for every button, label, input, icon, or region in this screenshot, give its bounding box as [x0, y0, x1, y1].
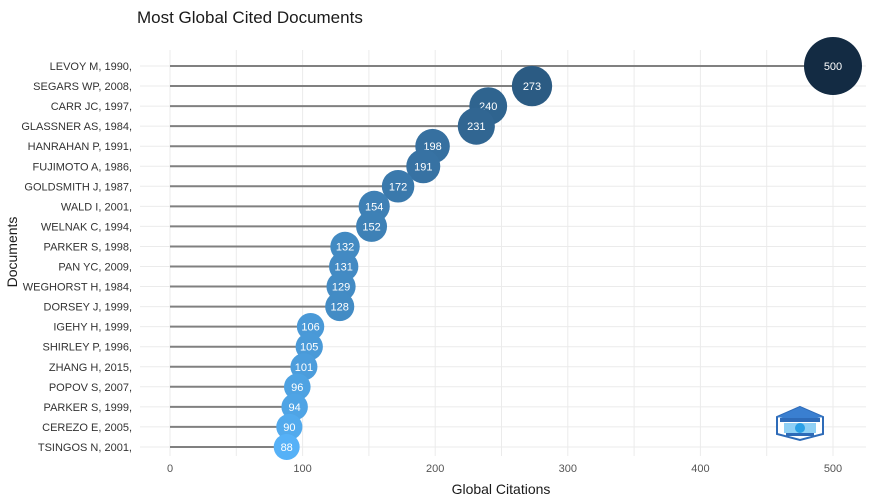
category-label: FUJIMOTO A, 1986, [33, 161, 132, 173]
data-point [325, 292, 355, 322]
data-label: 129 [332, 282, 350, 294]
data-label: 131 [335, 262, 353, 274]
data-point [356, 210, 388, 242]
data-label: 172 [389, 181, 407, 193]
data-label: 88 [281, 442, 293, 454]
x-tick-label: 400 [691, 463, 709, 475]
category-label: ZHANG H, 2015, [49, 362, 132, 374]
data-label: 94 [289, 402, 301, 414]
category-label: LEVOY M, 1990, [50, 61, 132, 73]
y-axis-title: Documents [4, 217, 20, 288]
chart-title: Most Global Cited Documents [137, 8, 363, 27]
category-label: HANRAHAN P, 1991, [28, 141, 132, 153]
stems [170, 65, 833, 448]
x-tick-label: 0 [167, 463, 173, 475]
data-label: 273 [523, 81, 541, 93]
data-label: 154 [365, 201, 383, 213]
x-tick-label: 300 [559, 463, 577, 475]
data-point [457, 107, 495, 145]
category-label: SHIRLEY P, 1996, [43, 342, 133, 354]
category-label: PARKER S, 1998, [44, 241, 132, 253]
data-point [281, 393, 308, 421]
category-label: CARR JC, 1997, [51, 101, 132, 113]
category-label: GLASSNER AS, 1984, [21, 121, 132, 133]
category-label: TSINGOS N, 2001, [38, 442, 132, 454]
category-labels: LEVOY M, 1990, SEGARS WP, 2008, CARR JC, 1… [21, 61, 132, 454]
bubbles: 5002732402311981911721541521321311291281… [273, 37, 862, 460]
bibliometrix-logo [776, 405, 824, 442]
category-label: WALD I, 2001, [61, 201, 132, 213]
data-label: 132 [336, 241, 354, 253]
data-label: 191 [414, 161, 432, 173]
data-label: 152 [362, 221, 380, 233]
data-label: 101 [295, 362, 313, 374]
category-label: DORSEY J, 1999, [44, 302, 132, 314]
data-point [296, 312, 325, 341]
x-tick-label: 500 [824, 463, 842, 475]
data-point [273, 433, 300, 460]
data-label: 128 [331, 302, 349, 314]
data-label: 500 [824, 61, 842, 73]
x-tick-labels: 0 100 200 300 400 500 [167, 463, 842, 475]
data-label: 106 [301, 322, 319, 334]
category-label: PARKER S, 1999, [44, 402, 132, 414]
data-label: 96 [291, 382, 303, 394]
category-label: GOLDSMITH J, 1987, [24, 181, 132, 193]
data-label: 105 [300, 342, 318, 354]
category-label: PAN YC, 2009, [58, 262, 132, 274]
data-point [406, 149, 441, 184]
category-label: WELNAK C, 1994, [41, 221, 132, 233]
category-label: WEGHORST H, 1984, [23, 282, 132, 294]
data-label: 231 [467, 121, 485, 133]
x-tick-label: 100 [293, 463, 311, 475]
data-point [276, 413, 303, 440]
data-label: 90 [283, 422, 295, 434]
category-label: SEGARS WP, 2008, [33, 81, 132, 93]
category-label: POPOV S, 2007, [49, 382, 132, 394]
data-point [283, 373, 311, 401]
x-axis-title: Global Citations [452, 481, 551, 497]
data-point [381, 170, 415, 203]
data-point [511, 65, 553, 107]
category-label: IGEHY H, 1999, [53, 322, 132, 334]
data-point [804, 37, 862, 95]
category-label: CEREZO E, 2005, [42, 422, 132, 434]
x-tick-label: 200 [426, 463, 444, 475]
